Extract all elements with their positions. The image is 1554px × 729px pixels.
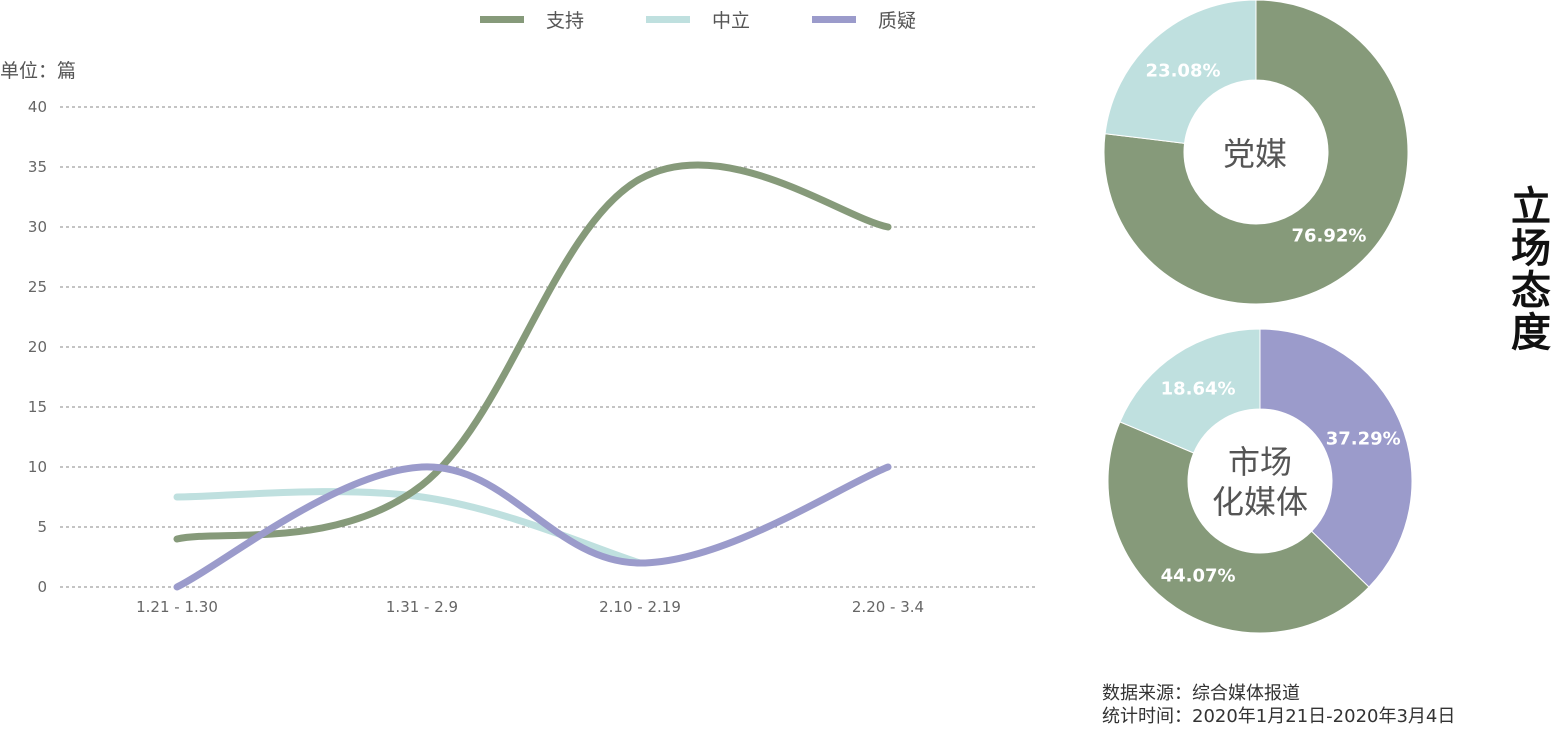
- legend-swatch-support: [480, 15, 524, 23]
- legend-item-question: 质疑: [812, 6, 916, 33]
- x-tick-label: 1.31 - 2.9: [386, 598, 458, 616]
- series-line-question: [173, 463, 892, 591]
- donut1-slice: [1104, 0, 1257, 144]
- line-chart: 0 5 10 15 20 25 30 35 40 1.21 - 1.30 1.31 - 2.9 2.1…: [28, 98, 1035, 616]
- donut2-slice: [1107, 421, 1370, 634]
- legend-label-neutral: 中立: [712, 9, 751, 32]
- donut2-slice: [1119, 328, 1261, 454]
- legend-label-question: 质疑: [878, 9, 917, 32]
- x-tick-label: 2.20 - 3.4: [852, 598, 924, 616]
- side-title: 立场态度: [1511, 184, 1551, 356]
- series-line-neutral: [173, 488, 644, 567]
- x-tick-label: 2.10 - 2.19: [599, 598, 681, 616]
- donut1-slice-label: 76.92%: [1291, 225, 1366, 246]
- donut-charts: 76.92% 23.08% 37.29% 44.07% 18.64%: [1103, 0, 1413, 634]
- legend-item-neutral: 中立: [646, 6, 750, 33]
- y-tick-label: 25: [28, 278, 47, 296]
- legend-swatch-neutral: [646, 15, 691, 23]
- y-tick-label: 5: [37, 518, 47, 536]
- donut2-slice-label: 37.29%: [1326, 428, 1401, 449]
- legend-swatch-question: [812, 15, 857, 23]
- donut1-center-text: 党媒: [1222, 135, 1287, 173]
- donut2-slice: [1259, 328, 1413, 588]
- y-tick-label: 40: [28, 98, 47, 116]
- y-tick-label: 10: [28, 458, 47, 476]
- unit-label: 单位：篇: [0, 60, 77, 82]
- donut1-slice-label: 23.08%: [1146, 61, 1221, 82]
- donut2-slice-label: 44.07%: [1161, 565, 1236, 586]
- legend-item-support: 支持: [480, 6, 584, 33]
- donut2-center-line1: 市场: [1227, 443, 1292, 481]
- donut2-slice-label: 18.64%: [1161, 379, 1236, 400]
- y-tick-label: 35: [28, 158, 47, 176]
- donut2-center-label: 市场 化媒体: [1200, 442, 1320, 522]
- source-line: 数据来源：综合媒体报道: [1102, 683, 1300, 704]
- y-tick-label: 15: [28, 398, 47, 416]
- series-line-support: [173, 161, 892, 543]
- y-tick-label: 20: [28, 338, 47, 356]
- y-tick-label: 0: [37, 578, 47, 596]
- donut1-slice: [1103, 0, 1409, 305]
- donut1-center-label: 党媒: [1195, 134, 1315, 174]
- y-tick-label: 30: [28, 218, 47, 236]
- period-line: 统计时间：2020年1月21日-2020年3月4日: [1102, 706, 1456, 727]
- x-tick-label: 1.21 - 1.30: [136, 598, 218, 616]
- legend-label-support: 支持: [546, 9, 585, 32]
- chart-legend: 支持 中立 质疑: [480, 4, 978, 34]
- source-note: 数据来源：综合媒体报道 统计时间：2020年1月21日-2020年3月4日: [1102, 682, 1455, 728]
- donut2-center-line2: 化媒体: [1211, 483, 1308, 521]
